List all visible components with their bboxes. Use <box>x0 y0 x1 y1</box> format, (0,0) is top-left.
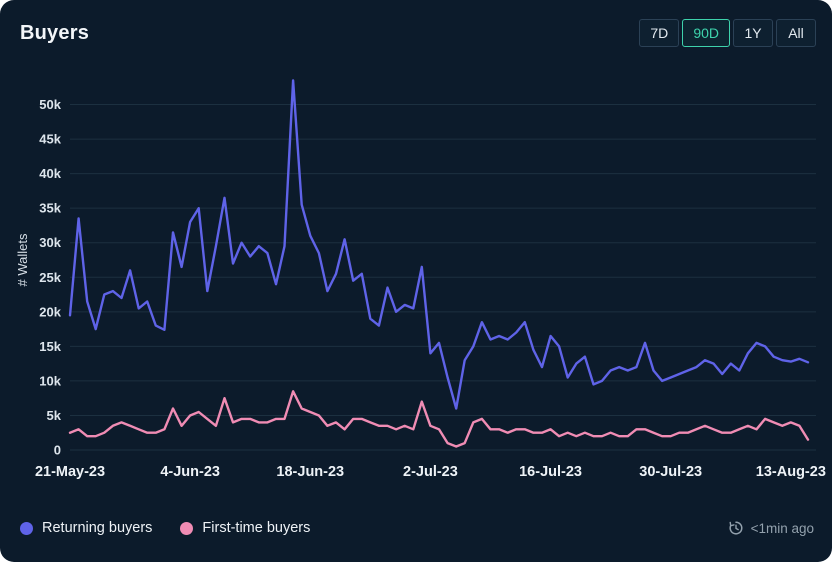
y-tick-label: 10k <box>39 373 61 388</box>
x-tick-label: 13-Aug-23 <box>756 464 826 480</box>
y-tick-label: 25k <box>39 270 61 285</box>
history-refresh-icon[interactable] <box>728 520 744 536</box>
range-button-1y[interactable]: 1Y <box>733 19 773 47</box>
last-updated: <1min ago <box>728 520 814 536</box>
range-button-all[interactable]: All <box>776 19 816 47</box>
y-tick-label: 15k <box>39 339 61 354</box>
legend-label: First-time buyers <box>202 520 311 536</box>
x-tick-label: 4-Jun-23 <box>160 464 220 480</box>
page-title: Buyers <box>20 21 90 44</box>
y-tick-label: 40k <box>39 166 61 181</box>
x-tick-label: 18-Jun-23 <box>276 464 344 480</box>
y-tick-label: 20k <box>39 304 61 319</box>
chart-area: 0 5k 10k 15k 20k 25k 30k 35k 40k 45k 50k 21-May-23 4… <box>0 52 832 502</box>
x-tick-label: 21-May-23 <box>35 464 105 480</box>
y-axis-label: # Wallets <box>15 233 30 286</box>
panel-footer: Returning buyers First-time buyers <1min… <box>0 502 832 562</box>
y-tick-label: 50k <box>39 97 61 112</box>
y-tick-label: 35k <box>39 201 61 216</box>
x-tick-label: 2-Jul-23 <box>403 464 458 480</box>
buyers-line-chart[interactable]: 0 5k 10k 15k 20k 25k 30k 35k 40k 45k 50k 21-May-23 4… <box>14 52 826 502</box>
range-button-7d[interactable]: 7D <box>639 19 680 47</box>
x-tick-label: 30-Jul-23 <box>639 464 702 480</box>
time-range-selector: 7D 90D 1Y All <box>639 19 816 47</box>
legend-dot-returning <box>20 521 33 535</box>
legend-dot-first-time <box>180 521 194 535</box>
y-tick-label: 0 <box>54 443 61 458</box>
chart-legend: Returning buyers First-time buyers <box>20 520 310 536</box>
y-tick-label: 5k <box>47 408 62 423</box>
y-tick-label: 30k <box>39 235 61 250</box>
last-updated-text: <1min ago <box>750 520 814 536</box>
x-tick-label: 16-Jul-23 <box>519 464 582 480</box>
legend-item-returning-buyers[interactable]: Returning buyers <box>20 520 152 536</box>
legend-item-first-time-buyers[interactable]: First-time buyers <box>180 520 310 536</box>
panel-header: Buyers 7D 90D 1Y All <box>0 0 832 52</box>
range-button-90d[interactable]: 90D <box>682 19 730 47</box>
y-tick-label: 45k <box>39 132 61 147</box>
series-returning-buyers <box>68 79 810 410</box>
legend-label: Returning buyers <box>42 520 153 536</box>
series-first-time-buyers <box>68 390 810 448</box>
